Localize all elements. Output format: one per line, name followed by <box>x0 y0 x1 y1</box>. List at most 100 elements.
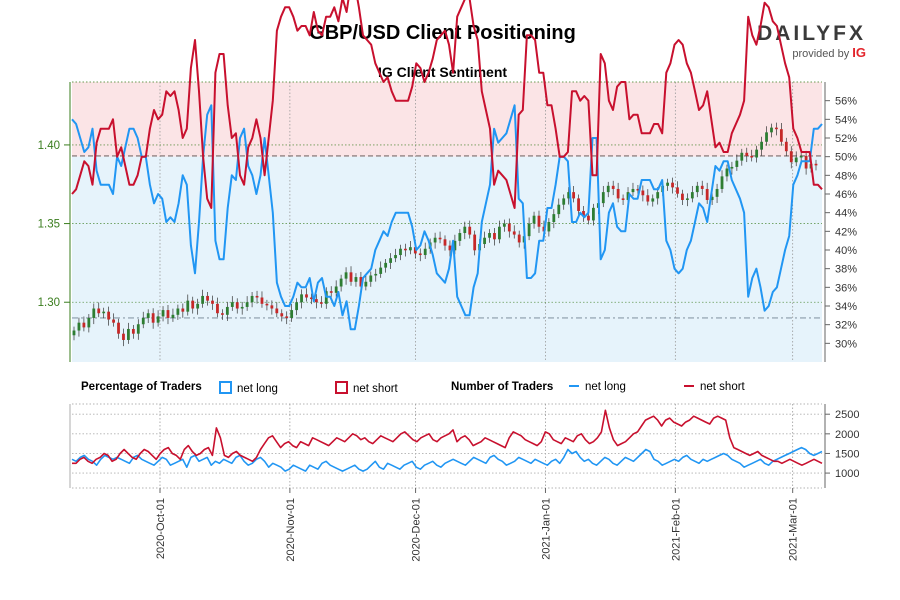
candle-body <box>666 182 669 186</box>
candle-body <box>695 185 699 193</box>
candle-body <box>127 328 130 340</box>
num-net-short-line <box>72 409 823 467</box>
candle-body <box>423 248 427 256</box>
candle-body <box>389 258 392 263</box>
candle-body <box>710 196 714 200</box>
candle-body <box>245 302 249 307</box>
candle-body <box>755 149 759 158</box>
candle-body <box>97 308 101 314</box>
candle-body <box>641 190 645 196</box>
candle-body <box>794 157 798 163</box>
candle-body <box>611 185 615 189</box>
brand-provided-text: provided by <box>792 48 850 60</box>
candle-body <box>685 198 689 200</box>
candle-body <box>779 129 783 142</box>
candle-body <box>557 204 561 215</box>
candle-body <box>285 316 289 318</box>
candle-body <box>141 317 145 325</box>
candle-body <box>453 240 457 251</box>
candle-body <box>700 185 704 189</box>
candle-body <box>745 152 749 156</box>
candle-body <box>216 303 219 314</box>
candle-body <box>349 272 353 282</box>
candle-body <box>250 295 254 303</box>
legend-long-swatch <box>219 381 232 394</box>
candle-body <box>483 237 486 245</box>
candle-body <box>265 303 269 306</box>
candle-body <box>221 313 224 315</box>
candle-body <box>750 155 754 158</box>
left-axis-label-1: 1.35 <box>38 219 60 231</box>
legend-num-long: net long <box>569 381 626 393</box>
num-net-long-line <box>71 446 823 472</box>
right-axis-label-4: 38% <box>835 264 857 276</box>
legend-num-title: Number of Traders <box>451 381 554 393</box>
candle-body <box>334 286 338 293</box>
candle-body <box>151 313 155 323</box>
candle-body <box>592 207 595 221</box>
candle-body <box>577 198 580 211</box>
candle-body <box>418 253 422 256</box>
candle-body <box>161 310 165 317</box>
x-axis-label-2: 2020-Dec-01 <box>411 498 423 562</box>
x-axis-label-3: 2021-Jan-01 <box>540 498 552 560</box>
dailyfx-logo: DAILYFX provided by IG <box>757 22 866 60</box>
candle-body <box>319 302 323 304</box>
candle-body <box>181 308 185 312</box>
pct-net-short-line <box>71 0 823 209</box>
right-axis-label-3: 36% <box>835 282 857 294</box>
legend-num-short: net short <box>684 381 745 393</box>
candle-body <box>191 300 195 309</box>
candle-body <box>572 192 576 199</box>
x-axis-label-1: 2020-Nov-01 <box>285 498 297 562</box>
legend-pct-title: Percentage of Traders <box>81 381 202 393</box>
candle-body <box>82 322 86 328</box>
candle-body <box>433 237 437 243</box>
candle-body <box>186 300 190 312</box>
candle-body <box>587 215 590 221</box>
candle-body <box>290 310 294 318</box>
candle-body <box>404 248 407 251</box>
candle-body <box>394 255 397 259</box>
right-axis-label-7: 44% <box>835 208 857 220</box>
candle-body <box>606 185 610 193</box>
candle-body <box>775 127 778 130</box>
candle-body <box>438 237 442 240</box>
candle-body <box>270 305 274 309</box>
candle-body <box>235 302 239 309</box>
candle-body <box>636 188 640 191</box>
right-axis-label-6: 42% <box>835 226 857 238</box>
brand-subline: provided by IG <box>757 45 866 60</box>
candle-body <box>196 303 200 309</box>
candle-body <box>789 151 793 163</box>
candle-body <box>765 132 768 142</box>
candle-body <box>300 294 303 303</box>
brand-name: DAILYFX <box>757 22 866 45</box>
legend-pct-long-label: net long <box>237 383 278 395</box>
candle-body <box>146 313 150 318</box>
lower-axis-label-0: 1000 <box>835 468 859 480</box>
candle-body <box>488 233 491 238</box>
candle-body <box>616 188 620 199</box>
right-axis-label-12: 54% <box>835 114 857 126</box>
legend-num-long-label: net long <box>585 381 626 393</box>
candle-body <box>206 295 209 301</box>
candle-body <box>344 272 348 279</box>
legend-short-swatch <box>335 381 348 394</box>
legend-pct-long: net long <box>219 381 278 395</box>
candle-body <box>166 310 170 318</box>
candle-body <box>715 188 719 197</box>
candle-body <box>107 311 111 320</box>
right-axis-label-0: 30% <box>835 338 857 350</box>
candle-body <box>537 215 541 227</box>
candle-body <box>275 308 279 314</box>
candle-body <box>626 192 630 200</box>
candle-body <box>601 192 605 204</box>
left-axis-label-0: 1.30 <box>38 297 60 309</box>
candle-body <box>582 210 585 216</box>
candle-body <box>507 223 511 232</box>
candle-body <box>705 188 709 200</box>
lower-axis-label-1: 1500 <box>835 448 859 460</box>
candle-body <box>740 152 744 161</box>
